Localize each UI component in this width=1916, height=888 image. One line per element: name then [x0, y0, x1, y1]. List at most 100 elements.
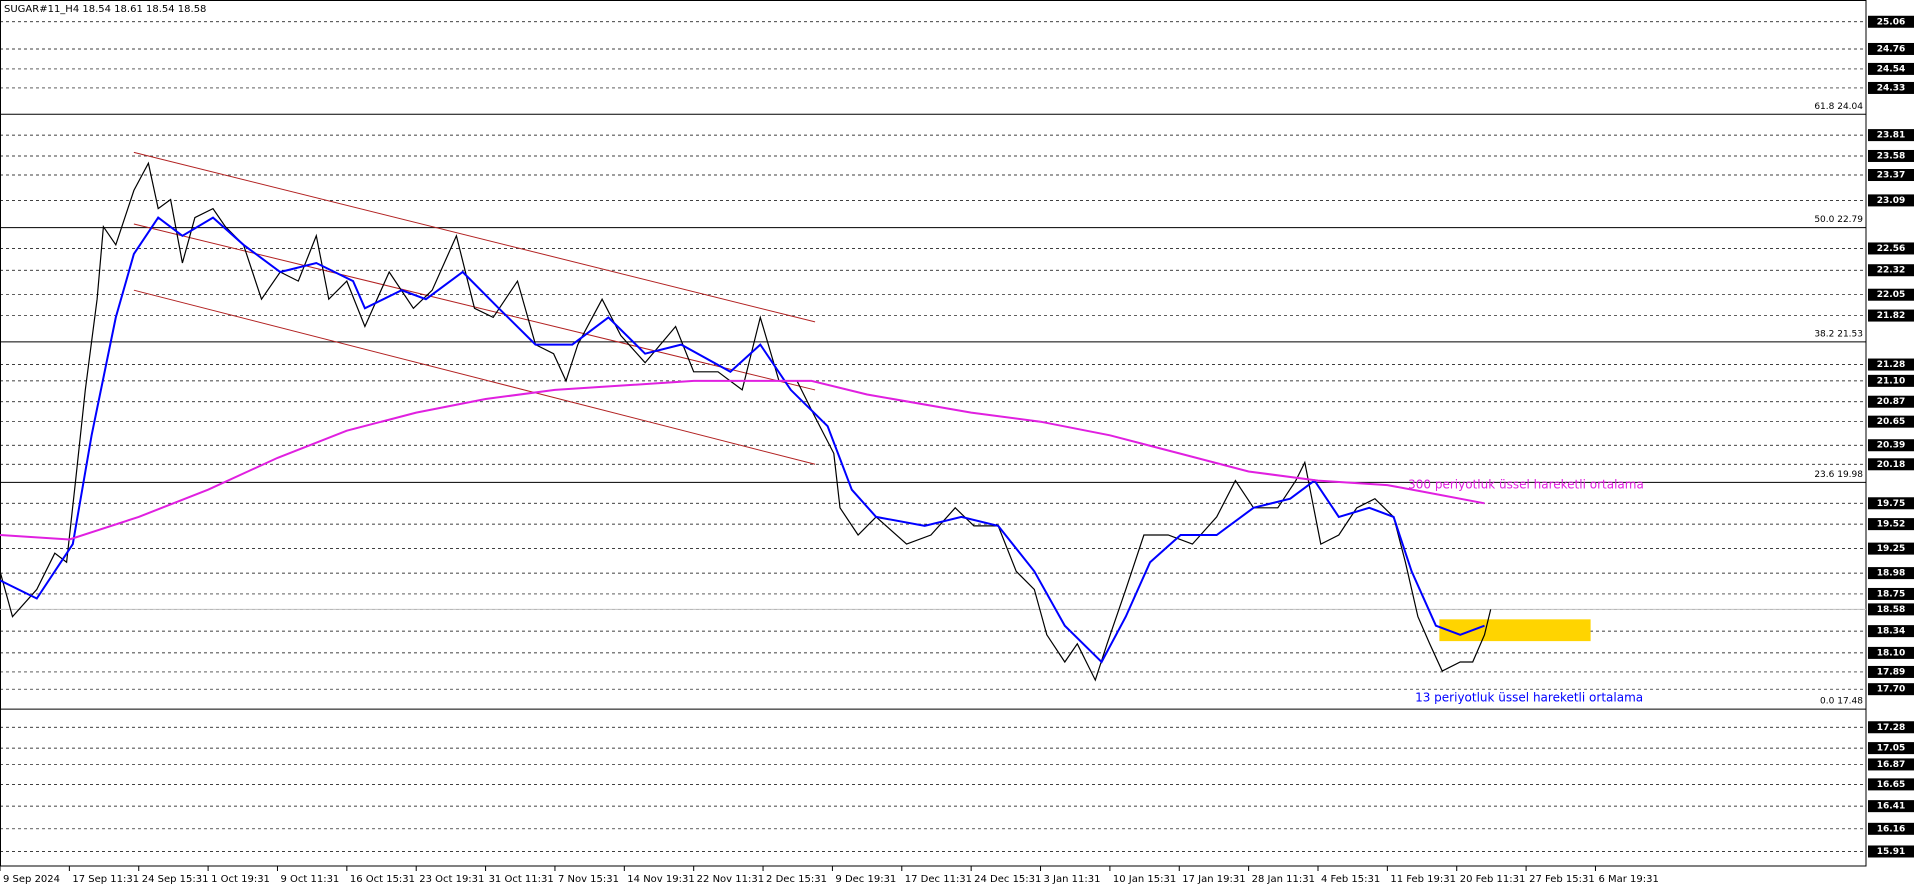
y-tick-box	[1868, 683, 1914, 696]
y-tick-label: 17.70	[1877, 685, 1905, 695]
y-tick-box	[1868, 374, 1914, 387]
y-tick-label: 18.10	[1877, 648, 1905, 658]
y-tick-box	[1868, 149, 1914, 162]
series-line	[0, 161, 1492, 682]
y-tick-box	[1868, 758, 1914, 771]
fib-label: 61.8 24.04	[1814, 102, 1863, 112]
series-line	[0, 216, 1485, 664]
y-tick-label: 23.09	[1877, 196, 1905, 206]
x-tick-label: 9 Sep 2024	[3, 874, 60, 885]
zone	[1439, 619, 1591, 642]
y-tick-box	[1868, 395, 1914, 408]
y-tick-label: 22.05	[1877, 290, 1905, 300]
y-tick-label: 21.10	[1877, 376, 1905, 386]
x-tick-label: 31 Oct 11:31	[489, 874, 554, 885]
x-tick-label: 14 Nov 19:31	[627, 874, 694, 885]
y-tick-label: 17.05	[1877, 744, 1905, 754]
y-tick-box	[1868, 309, 1914, 322]
x-tick-label: 27 Feb 15:31	[1529, 874, 1595, 885]
y-tick-box	[1868, 822, 1914, 835]
y-tick-box	[1868, 800, 1914, 813]
y-tick-box	[1868, 518, 1914, 531]
x-tick-label: 23 Oct 19:31	[419, 874, 484, 885]
y-tick-box	[1868, 81, 1914, 94]
series-label: 300 periyotluk üssel hareketli ortalama	[1408, 478, 1644, 492]
y-tick-label: 24.76	[1877, 44, 1905, 54]
x-tick-label: 7 Nov 15:31	[558, 874, 619, 885]
y-tick-box	[1868, 587, 1914, 600]
y-tick-label: 17.28	[1877, 723, 1905, 733]
x-tick-label: 1 Oct 19:31	[211, 874, 270, 885]
y-tick-label: 23.37	[1877, 171, 1905, 181]
y-tick-label: 20.39	[1877, 441, 1905, 451]
y-tick-label: 20.18	[1877, 460, 1905, 470]
y-tick-label: 18.58	[1877, 605, 1905, 615]
series-line	[0, 379, 1485, 541]
fib-label: 23.6 19.98	[1814, 470, 1863, 480]
x-tick-label: 6 Mar 19:31	[1598, 874, 1658, 885]
fib-label: 0.0 17.48	[1820, 697, 1863, 707]
y-tick-box	[1868, 358, 1914, 371]
y-tick-box	[1868, 845, 1914, 858]
y-tick-box	[1868, 264, 1914, 277]
y-tick-box	[1868, 415, 1914, 428]
y-tick-label: 24.33	[1877, 83, 1905, 93]
y-tick-label: 21.82	[1877, 311, 1905, 321]
y-tick-label: 16.65	[1877, 780, 1905, 790]
y-tick-box	[1868, 439, 1914, 452]
y-tick-label: 22.32	[1877, 266, 1905, 276]
y-tick-label: 16.16	[1877, 824, 1905, 834]
x-tick-label: 3 Jan 11:31	[1044, 874, 1101, 885]
chart-title: SUGAR#11_H4 18.54 18.61 18.54 18.58	[4, 4, 206, 15]
y-tick-box	[1868, 742, 1914, 755]
y-tick-box	[1868, 567, 1914, 580]
x-tick-label: 28 Jan 11:31	[1252, 874, 1315, 885]
y-tick-box	[1868, 15, 1914, 28]
y-tick-label: 16.41	[1877, 802, 1905, 812]
y-tick-box	[1868, 665, 1914, 678]
x-tick-label: 17 Dec 11:31	[905, 874, 972, 885]
y-tick-box	[1868, 42, 1914, 55]
x-tick-label: 9 Dec 19:31	[835, 874, 896, 885]
x-tick-label: 2 Dec 15:31	[766, 874, 827, 885]
y-tick-box	[1868, 194, 1914, 207]
y-tick-box	[1868, 542, 1914, 555]
x-tick-label: 24 Dec 15:31	[974, 874, 1041, 885]
y-tick-label: 21.28	[1877, 360, 1905, 370]
x-tick-label: 17 Jan 19:31	[1182, 874, 1245, 885]
y-tick-box	[1868, 288, 1914, 301]
x-tick-label: 4 Feb 15:31	[1321, 874, 1380, 885]
y-tick-label: 25.06	[1877, 17, 1905, 27]
y-tick-label: 18.75	[1877, 589, 1905, 599]
y-tick-box	[1868, 497, 1914, 510]
trend-line	[133, 289, 816, 465]
y-tick-box	[1868, 778, 1914, 791]
x-tick-label: 9 Oct 11:31	[280, 874, 339, 885]
x-tick-label: 20 Feb 11:31	[1460, 874, 1526, 885]
x-tick-label: 17 Sep 11:31	[72, 874, 139, 885]
y-tick-label: 15.91	[1877, 847, 1905, 857]
y-tick-label: 23.81	[1877, 131, 1905, 141]
y-tick-box	[1868, 458, 1914, 471]
plot-frame	[0, 0, 1867, 867]
y-tick-label: 20.65	[1877, 417, 1905, 427]
y-tick-label: 19.52	[1877, 520, 1905, 530]
x-tick-label: 24 Sep 15:31	[142, 874, 209, 885]
y-tick-box	[1868, 646, 1914, 659]
y-tick-box	[1868, 721, 1914, 734]
y-tick-label: 24.54	[1877, 64, 1905, 74]
y-tick-label: 17.89	[1877, 667, 1905, 677]
trend-line	[133, 151, 816, 323]
series-label: 13 periyotluk üssel hareketli ortalama	[1415, 691, 1643, 705]
y-tick-box	[1868, 625, 1914, 638]
x-tick-label: 16 Oct 15:31	[350, 874, 415, 885]
y-tick-box	[1868, 169, 1914, 182]
y-tick-label: 20.87	[1877, 397, 1905, 407]
y-tick-label: 19.75	[1877, 499, 1905, 509]
fib-label: 38.2 21.53	[1814, 329, 1863, 339]
y-tick-box	[1868, 603, 1914, 616]
x-tick-label: 11 Feb 19:31	[1390, 874, 1456, 885]
x-tick-label: 22 Nov 11:31	[697, 874, 764, 885]
